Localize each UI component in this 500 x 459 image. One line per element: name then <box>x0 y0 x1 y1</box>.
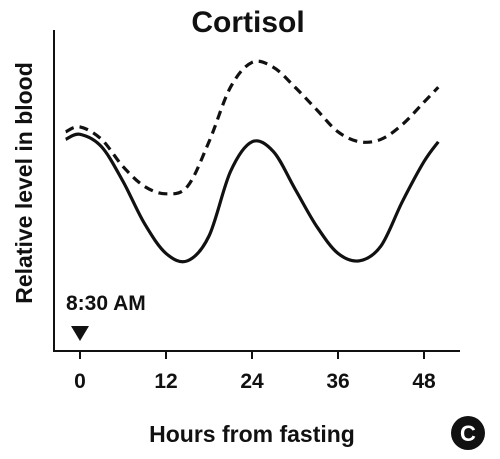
x-tick-label: 0 <box>74 370 86 393</box>
y-axis-label: Relative level in blood <box>11 62 37 304</box>
start-annotation: 8:30 AM <box>66 292 146 341</box>
dashed-series-line <box>65 59 440 196</box>
panel-label: C <box>460 421 476 446</box>
x-tick-label: 12 <box>154 370 177 393</box>
panel-badge: C <box>451 416 485 450</box>
panel-badge-circle <box>451 416 485 450</box>
x-axis-label: Hours from fasting <box>149 421 355 447</box>
series-group <box>65 59 440 264</box>
chart-title: Cortisol <box>191 6 304 39</box>
x-tick-label: 48 <box>412 370 436 393</box>
start-marker-icon <box>71 326 89 341</box>
x-tick-label: 36 <box>326 370 349 393</box>
start-time-label: 8:30 AM <box>66 292 146 315</box>
x-tick-label: 24 <box>240 370 264 393</box>
x-ticks: 0 12 24 36 48 <box>74 351 436 393</box>
solid-series-line <box>65 132 440 264</box>
